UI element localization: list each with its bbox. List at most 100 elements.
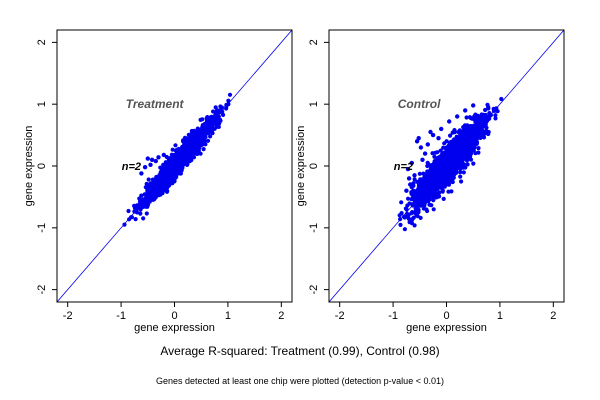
data-point (458, 150, 463, 155)
data-point (493, 113, 498, 118)
y-tick-label: 2 (36, 39, 48, 45)
data-point (409, 190, 414, 195)
data-point (479, 129, 484, 134)
data-point (417, 171, 422, 176)
data-point (431, 198, 436, 203)
data-point (158, 165, 163, 170)
x-tick-label: 1 (497, 310, 503, 322)
data-point (433, 175, 438, 180)
data-point (409, 219, 414, 224)
data-point (421, 200, 426, 205)
data-point (438, 183, 443, 188)
data-point (164, 154, 169, 160)
data-point (468, 116, 473, 121)
panel-title: Control (398, 97, 441, 111)
data-point (467, 143, 473, 148)
data-point (421, 191, 426, 196)
data-point (419, 196, 424, 201)
data-point (138, 207, 143, 212)
data-point (406, 196, 411, 201)
data-point (430, 132, 436, 138)
data-point (139, 193, 144, 198)
data-point (412, 177, 417, 182)
data-point (479, 124, 484, 129)
data-point (473, 112, 478, 117)
data-point (410, 203, 415, 208)
x-tick-label: -2 (63, 310, 73, 322)
data-point (464, 127, 469, 132)
x-tick-label: 2 (550, 310, 556, 322)
data-point (422, 151, 428, 156)
data-point (425, 160, 430, 165)
data-point (488, 113, 493, 118)
data-point (450, 166, 456, 171)
data-point (148, 182, 153, 187)
data-point (409, 160, 414, 166)
data-point (426, 181, 431, 186)
data-point (499, 96, 504, 102)
data-point (425, 173, 430, 178)
data-point (441, 159, 446, 164)
y-tick-label: -2 (36, 285, 48, 295)
data-point (463, 145, 468, 151)
data-point (159, 184, 164, 189)
data-point (145, 204, 150, 209)
y-tick-label: -2 (308, 285, 320, 295)
data-point (435, 161, 440, 166)
data-point (416, 136, 421, 141)
data-point (155, 184, 161, 189)
data-point (405, 166, 411, 172)
data-point (428, 129, 433, 135)
data-point (464, 115, 469, 120)
data-point (166, 164, 171, 169)
data-point (148, 186, 153, 191)
y-axis-label: gene expression (295, 126, 307, 207)
data-point (132, 206, 138, 211)
data-point (191, 139, 196, 144)
sample-count-annotation: n=2 (122, 161, 141, 173)
x-tick-label: 2 (278, 310, 284, 322)
x-tick-label: -1 (116, 310, 126, 322)
data-point (415, 187, 420, 193)
x-tick-label: 1 (225, 310, 231, 322)
data-point (484, 118, 490, 123)
data-point (198, 132, 203, 137)
data-point (439, 126, 444, 132)
data-point (477, 118, 482, 123)
data-point (430, 172, 435, 177)
data-point (430, 151, 435, 156)
data-point (482, 131, 487, 136)
x-tick-label: 0 (443, 310, 449, 322)
data-point (213, 113, 218, 118)
data-point (149, 157, 155, 162)
data-point (208, 134, 213, 139)
data-point (211, 121, 216, 126)
data-point (450, 174, 456, 179)
data-point (440, 152, 445, 157)
data-point (472, 143, 477, 148)
data-point (446, 189, 451, 194)
data-point (465, 149, 470, 154)
data-point (178, 154, 183, 159)
data-point (184, 146, 189, 151)
data-point (408, 182, 413, 187)
data-point (485, 102, 490, 107)
data-point (473, 119, 478, 124)
data-point (184, 151, 189, 156)
data-point (421, 171, 426, 176)
y-tick-label: -1 (308, 223, 320, 233)
data-point (122, 222, 127, 227)
data-point (493, 116, 498, 121)
data-point (432, 164, 437, 169)
data-point (458, 174, 463, 179)
data-point (486, 129, 491, 135)
data-point (148, 162, 153, 167)
data-point (203, 121, 208, 126)
data-point (210, 131, 215, 136)
data-point (412, 173, 417, 178)
data-point (467, 152, 472, 157)
data-point (220, 109, 225, 114)
data-point (188, 154, 193, 159)
data-point (224, 106, 229, 111)
data-point (205, 129, 211, 134)
